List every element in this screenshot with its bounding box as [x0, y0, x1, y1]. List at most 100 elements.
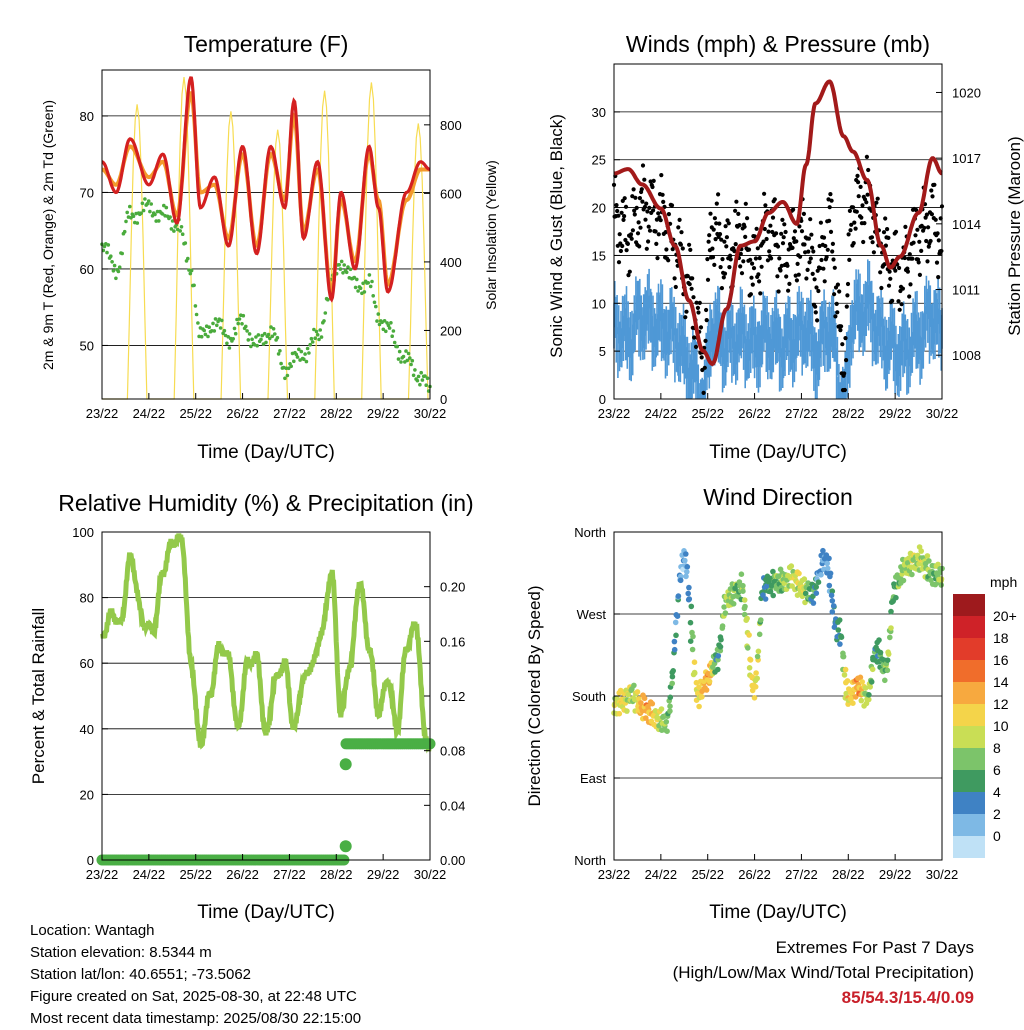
wind-gust-point: [799, 229, 805, 234]
wind-gust-point: [638, 225, 643, 230]
speed-legend-swatch: [953, 660, 985, 682]
wind-gust-point: [806, 236, 812, 241]
wind-direction-point: [715, 653, 722, 659]
dewpoint-point: [313, 336, 318, 341]
wind-direction-point: [924, 553, 931, 559]
wind-gust-point: [842, 387, 848, 393]
wind-gust-point: [926, 225, 931, 230]
wind-gust-point: [701, 390, 706, 395]
wind-gust-point: [886, 235, 891, 240]
wind-direction-point: [770, 592, 776, 599]
humidity-ytick-right-label: 0.00: [440, 853, 465, 868]
wind-gust-point: [769, 256, 774, 261]
wind-gust-point: [875, 196, 880, 201]
humidity-xtick-label: 24/22: [133, 867, 166, 882]
wind-direction-xtick-label: 30/22: [926, 867, 959, 882]
wind-gust-point: [888, 276, 893, 281]
wind-direction-xtick-label: 29/22: [879, 867, 912, 882]
wind-direction-point: [884, 657, 891, 663]
dewpoint-point: [399, 360, 403, 364]
dewpoint-point: [416, 374, 421, 379]
wind-gust-point: [688, 247, 693, 252]
wind-gust-point: [866, 167, 871, 173]
wind-direction-point: [628, 687, 634, 694]
dewpoint-point: [337, 263, 342, 267]
winds-xtick-label: 27/22: [785, 406, 818, 421]
wind-gust-point: [936, 238, 941, 243]
extremes-heading: Extremes For Past 7 Days: [775, 938, 974, 957]
dewpoint-point: [420, 378, 425, 382]
wind-direction-point: [888, 625, 894, 631]
wind-direction-point: [742, 603, 748, 610]
wind-gust-point: [903, 224, 908, 229]
wind-gust-point: [664, 247, 669, 252]
dewpoint-point: [226, 335, 230, 339]
wind-gust-point: [734, 199, 739, 204]
wind-gust-point: [722, 271, 728, 276]
wind-direction-point: [738, 571, 745, 577]
wind-gust-point: [785, 263, 790, 268]
speed-legend-label: 0: [993, 828, 1001, 844]
humidity-xtick-label: 23/22: [86, 867, 119, 882]
dewpoint-point: [109, 254, 113, 258]
wind-gust-point: [881, 230, 887, 235]
wind-gust-point: [919, 248, 924, 253]
wind-direction-point: [718, 636, 724, 643]
dewpoint-point: [309, 336, 314, 341]
wind-gust-point: [706, 239, 711, 244]
dewpoint-point: [376, 312, 381, 316]
dewpoint-point: [192, 283, 196, 288]
wind-gust-point: [926, 244, 931, 249]
wind-direction-point: [722, 610, 729, 616]
wind-direction-point: [848, 695, 855, 702]
wind-direction-point: [658, 706, 665, 712]
dewpoint-point: [106, 243, 111, 247]
wind-gust-point: [845, 293, 850, 298]
wind-gust-point: [928, 238, 933, 244]
dewpoint-point: [390, 334, 395, 339]
dewpoint-point: [381, 327, 386, 332]
wind-gust-point: [742, 224, 747, 229]
winds-series: [611, 79, 945, 399]
temperature-ytick-right-label: 200: [440, 323, 462, 338]
dewpoint-point: [283, 376, 287, 381]
wind-gust-point: [755, 246, 760, 251]
wind-gust-point: [702, 365, 707, 370]
wind-gust-point: [886, 283, 892, 288]
wind-gust-point: [794, 278, 800, 283]
winds-frame: [613, 63, 943, 400]
wind-direction-point: [743, 617, 749, 623]
wind-direction-point: [884, 667, 891, 674]
dewpoint-point: [418, 382, 422, 387]
dewpoint-point: [409, 362, 413, 367]
dewpoint-point: [168, 215, 172, 219]
dewpoint-point: [310, 340, 315, 344]
temperature-2m-line: [101, 76, 431, 303]
dewpoint-point: [358, 286, 363, 291]
wind-gust-point: [684, 309, 689, 314]
temperature-ytick-right-label: 800: [440, 118, 462, 133]
wind-gust-point: [772, 197, 777, 202]
wind-gust-point: [757, 256, 762, 261]
wind-direction-point: [836, 617, 843, 623]
wind-gust-point: [794, 239, 799, 244]
speed-legend-swatch: [953, 814, 985, 836]
wind-gust-point: [767, 249, 772, 254]
temperature-ytick-right-label: 400: [440, 255, 462, 270]
dewpoint-point: [153, 212, 157, 217]
wind-direction-point: [935, 561, 941, 568]
wind-gust-point: [851, 241, 856, 246]
wind-gust-point: [778, 268, 783, 273]
dewpoint-point: [117, 265, 122, 270]
wind-gust-point: [712, 216, 718, 221]
humidity-ytick-right-label: 0.08: [440, 744, 465, 759]
wind-direction-ytick-label: East: [580, 771, 606, 786]
wind-direction-point: [938, 582, 944, 588]
wind-gust-point: [752, 234, 757, 239]
wind-gust-point: [698, 325, 704, 330]
dewpoint-point: [279, 361, 283, 366]
wind-gust-point: [746, 247, 752, 252]
wind-gust-point: [623, 204, 629, 209]
dewpoint-point: [189, 268, 194, 273]
wind-gust-point: [822, 279, 827, 284]
